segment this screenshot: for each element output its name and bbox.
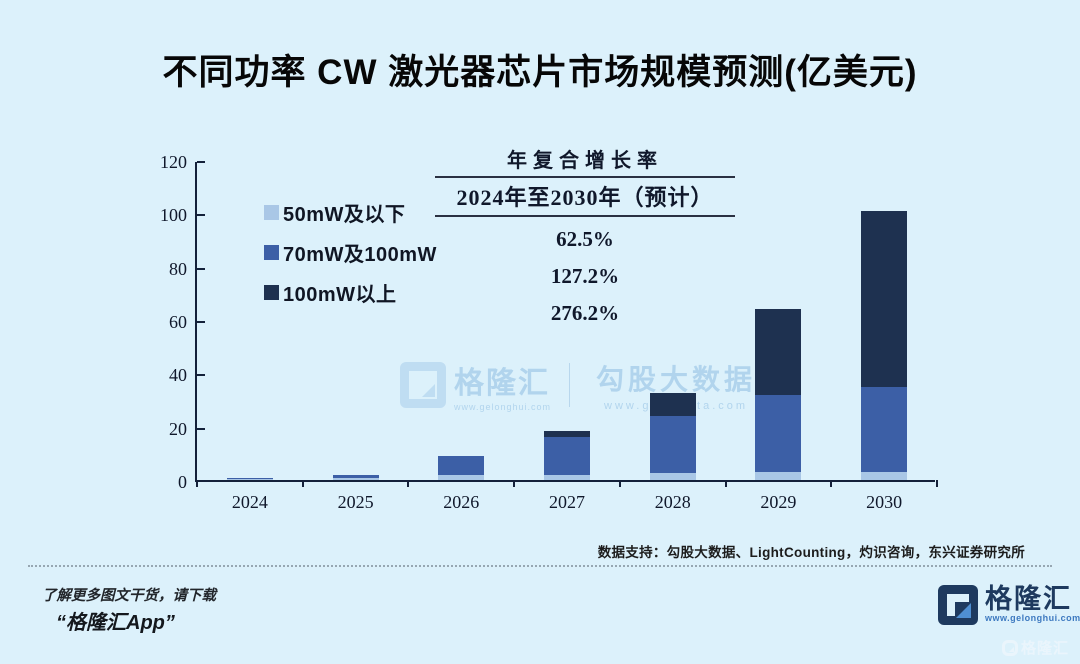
corner-watermark-text: 格隆汇 [1021, 640, 1070, 657]
chart-legend: 50mW及以下 70mW及100mW 100mW以上 [264, 192, 437, 312]
brand-logo: 格隆汇 www.gelonghui.com [938, 585, 1080, 625]
y-axis-tick-label: 120 [160, 152, 187, 172]
y-axis-tick-label: 60 [169, 312, 187, 332]
bar-segment-2025-50mW及以下 [332, 477, 379, 480]
x-axis-tick-mark [301, 480, 304, 487]
y-axis-tick-mark [197, 321, 205, 323]
y-axis-tick-mark [197, 374, 205, 377]
bar-segment-2030-100mW以上 [861, 210, 908, 387]
corner-watermark: 格隆汇 [1002, 637, 1069, 658]
y-axis-tick-mark [197, 427, 205, 430]
bar-segment-2028-100mW以上 [649, 393, 696, 416]
legend-label: 50mW及以下 [283, 203, 406, 226]
x-axis-category-label: 2025 [337, 492, 374, 512]
y-axis-tick-mark [197, 267, 205, 270]
legend-swatch-icon [264, 244, 279, 260]
bar-segment-2026-70mW及100mW [438, 456, 485, 475]
dotted-divider [28, 565, 1052, 567]
legend-label: 70mW及100mW [283, 243, 437, 266]
legend-item: 70mW及100mW [264, 232, 437, 272]
bar-segment-2030-70mW及100mW [861, 386, 908, 472]
promo-text: 了解更多图文干货，请下载 [42, 588, 216, 604]
x-axis-category-label: 2029 [760, 492, 797, 512]
watermark-brand-url: www.gelonghui.com [454, 402, 552, 412]
bar-segment-2027-50mW及以下 [544, 474, 590, 480]
bar-segment-2029-50mW及以下 [755, 472, 802, 480]
x-axis-tick-mark [513, 480, 516, 487]
x-axis-tick-mark [936, 480, 938, 487]
brand-name-text: 格隆汇 [985, 584, 1072, 614]
x-axis-tick-mark [407, 480, 410, 487]
watermark-brand-text: 格隆汇 [454, 367, 550, 400]
cagr-table-subheader: 2024年至2030年（预计） [435, 178, 735, 217]
x-axis-tick-mark [618, 480, 621, 487]
legend-label: 100mW以上 [283, 283, 397, 306]
x-axis-tick-mark [196, 480, 198, 487]
bar-segment-2029-70mW及100mW [755, 394, 802, 472]
y-axis-tick-label: 0 [178, 472, 187, 492]
chart-title: 不同功率 CW 激光器芯片市场规模预测(亿美元) [162, 53, 918, 92]
cagr-table: 年复合增长率 2024年至2030年（预计） 62.5% 127.2% 276.… [435, 144, 735, 328]
bar-segment-2030-50mW及以下 [861, 472, 908, 480]
bar-segment-2024-50mW及以下 [226, 479, 273, 480]
cagr-value-row: 62.5% [556, 227, 614, 251]
y-axis-tick-mark [197, 161, 205, 163]
x-axis-tick-mark [724, 480, 727, 487]
y-axis-tick-label: 100 [160, 205, 187, 226]
x-axis-tick-mark [830, 480, 833, 487]
bar-segment-2027-100mW以上 [544, 430, 590, 438]
y-axis-tick-mark [197, 214, 205, 217]
x-axis-category-label: 2024 [231, 492, 268, 512]
bar-segment-2028-50mW及以下 [649, 473, 696, 480]
x-axis-category-label: 2028 [654, 492, 691, 512]
y-axis-tick-label: 40 [169, 365, 187, 386]
watermark-divider [569, 363, 571, 407]
x-axis-category-label: 2030 [866, 492, 903, 512]
legend-swatch-icon [264, 204, 279, 220]
gelonghui-logo-icon [1002, 639, 1018, 656]
x-axis-category-label: 2027 [549, 492, 585, 512]
promo-app-name: “格隆汇App” [56, 612, 175, 634]
cagr-table-header: 年复合增长率 [435, 144, 735, 178]
x-axis-category-label: 2026 [443, 492, 480, 512]
brand-url-text: www.gelonghui.com [985, 613, 1080, 623]
bar-segment-2029-100mW以上 [755, 309, 802, 395]
bar-segment-2025-70mW及100mW [332, 474, 379, 478]
data-source-note: 数据支持：勾股大数据、LightCounting，灼识咨询，东兴证券研究所 [597, 545, 1025, 560]
y-axis-tick-label: 20 [169, 418, 187, 439]
bar-segment-2027-70mW及100mW [544, 437, 590, 475]
legend-swatch-icon [264, 284, 279, 300]
cagr-value-row: 127.2% [550, 264, 620, 288]
legend-item: 100mW以上 [264, 272, 437, 312]
plot-area: 0 20 40 60 80 100 120 2024 2025 2026 2027 2028 2029 2… [160, 152, 938, 512]
gelonghui-logo-icon [938, 585, 978, 625]
y-axis-tick-label: 80 [169, 258, 187, 279]
watermark-product-text: 勾股大数据 [596, 364, 757, 395]
bar-segment-2028-70mW及100mW [649, 416, 696, 474]
bar-segment-2024-70mW及100mW [226, 478, 273, 480]
bar-segment-2026-50mW及以下 [438, 474, 485, 480]
gelonghui-logo-icon [400, 362, 446, 408]
legend-item: 50mW及以下 [264, 192, 437, 232]
cagr-value-row: 276.2% [550, 301, 620, 325]
